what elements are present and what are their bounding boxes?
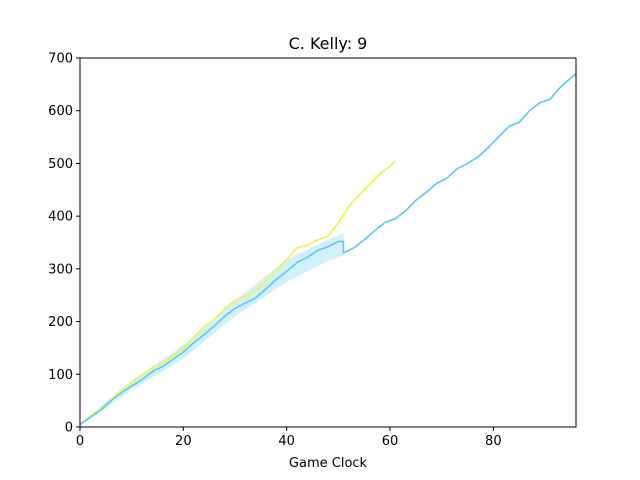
y-tick-label: 400 <box>48 210 73 225</box>
x-axis-ticks: 0 20 40 60 80 <box>76 427 502 449</box>
y-tick-label: 0 <box>65 421 73 436</box>
y-tick-label: 700 <box>48 52 73 67</box>
x-tick-label: 0 <box>76 434 84 449</box>
y-axis-ticks: 0 100 200 300 400 500 600 700 <box>48 52 80 436</box>
x-tick-label: 20 <box>175 434 192 449</box>
plot-frame <box>79 57 577 428</box>
x-tick-label: 60 <box>382 434 399 449</box>
y-tick-label: 500 <box>48 157 73 172</box>
series-line-blue <box>79 73 577 426</box>
series-layer <box>79 73 577 426</box>
y-tick-label: 200 <box>48 315 73 330</box>
x-tick-label: 80 <box>485 434 502 449</box>
x-axis-label: Game Clock <box>289 456 368 471</box>
series-line-yellow <box>79 160 396 426</box>
confidence-band <box>80 233 344 426</box>
y-tick-label: 300 <box>48 262 73 277</box>
x-tick-label: 40 <box>278 434 295 449</box>
y-tick-label: 600 <box>48 104 73 119</box>
confidence-band-layer <box>80 233 344 426</box>
chart-title: C. Kelly: 9 <box>289 34 368 53</box>
y-tick-label: 100 <box>48 368 73 383</box>
